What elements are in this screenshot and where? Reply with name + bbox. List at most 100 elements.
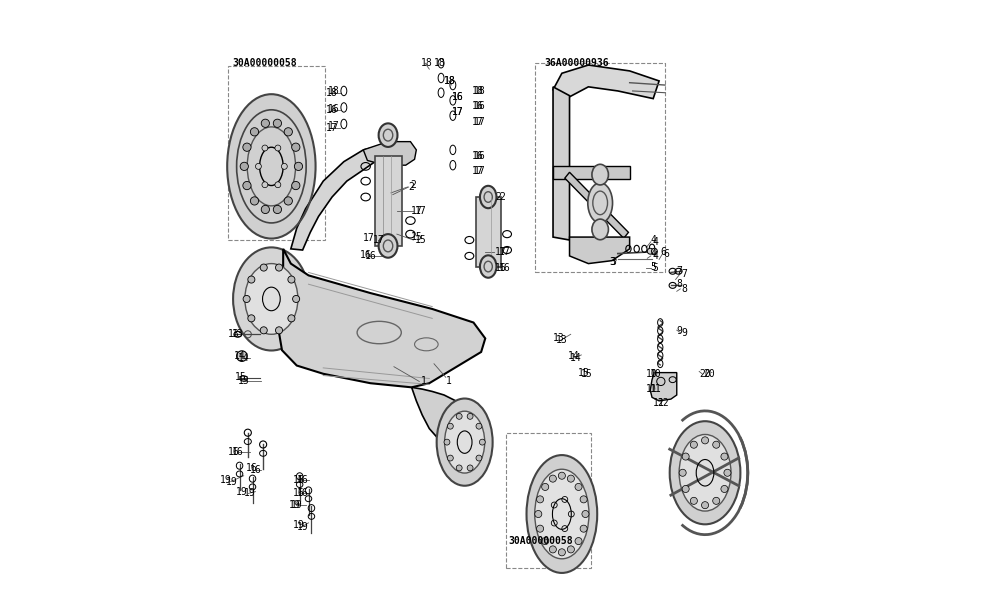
Ellipse shape	[480, 186, 496, 208]
Text: 17: 17	[328, 121, 340, 131]
Circle shape	[275, 182, 281, 188]
Polygon shape	[553, 87, 570, 240]
Circle shape	[721, 453, 728, 460]
Text: 14: 14	[238, 353, 250, 363]
Circle shape	[657, 377, 665, 385]
Text: 15: 15	[581, 369, 593, 379]
Circle shape	[476, 455, 482, 461]
Text: 3: 3	[611, 257, 617, 267]
Text: 4: 4	[652, 237, 658, 247]
Circle shape	[651, 248, 657, 254]
Text: 2: 2	[499, 192, 505, 202]
Circle shape	[580, 496, 587, 503]
Circle shape	[243, 295, 250, 303]
Text: 9: 9	[681, 327, 687, 337]
Polygon shape	[570, 237, 630, 263]
Circle shape	[292, 181, 300, 189]
Ellipse shape	[679, 435, 731, 511]
Ellipse shape	[592, 219, 608, 240]
Text: 8: 8	[681, 284, 687, 294]
Text: 18: 18	[326, 88, 338, 98]
Ellipse shape	[592, 165, 608, 185]
Polygon shape	[412, 387, 476, 445]
Text: 3: 3	[609, 257, 615, 267]
Text: 4: 4	[650, 249, 656, 259]
Circle shape	[721, 485, 728, 493]
Text: 16: 16	[250, 465, 261, 475]
Ellipse shape	[527, 455, 597, 573]
Circle shape	[542, 484, 549, 490]
Text: 16: 16	[472, 151, 483, 161]
Circle shape	[288, 276, 295, 283]
Circle shape	[713, 497, 720, 504]
Text: 16: 16	[293, 475, 304, 485]
Circle shape	[248, 315, 255, 322]
Circle shape	[679, 469, 686, 477]
Bar	[535, 63, 665, 272]
Text: 7: 7	[677, 266, 683, 276]
Circle shape	[273, 119, 282, 127]
Text: 10: 10	[650, 369, 662, 379]
Text: 18: 18	[444, 76, 456, 86]
Text: 4: 4	[650, 235, 656, 245]
Text: 17: 17	[473, 117, 485, 127]
Text: 17: 17	[473, 166, 485, 176]
Polygon shape	[553, 65, 659, 99]
Circle shape	[702, 501, 709, 509]
Ellipse shape	[227, 94, 316, 239]
Circle shape	[294, 162, 303, 170]
Circle shape	[682, 485, 689, 493]
Circle shape	[261, 205, 269, 214]
Circle shape	[262, 145, 268, 151]
Text: 30A00000058: 30A00000058	[509, 536, 573, 545]
Circle shape	[575, 484, 582, 490]
Text: 11: 11	[646, 384, 658, 394]
Circle shape	[261, 119, 269, 127]
Polygon shape	[565, 172, 628, 238]
Circle shape	[580, 525, 587, 532]
Circle shape	[713, 441, 720, 448]
Text: 1: 1	[420, 377, 426, 387]
Ellipse shape	[437, 398, 493, 485]
Text: 17: 17	[499, 247, 511, 257]
Circle shape	[243, 181, 251, 189]
Circle shape	[237, 351, 247, 361]
Text: 17: 17	[472, 117, 483, 127]
Text: 19: 19	[226, 477, 238, 487]
Text: 10: 10	[646, 369, 658, 379]
Text: 15: 15	[235, 372, 247, 382]
Circle shape	[467, 413, 473, 419]
Text: 9: 9	[677, 326, 683, 336]
Circle shape	[275, 327, 283, 334]
Circle shape	[456, 413, 462, 419]
Circle shape	[444, 439, 450, 445]
Text: 6: 6	[664, 249, 670, 259]
Circle shape	[575, 538, 582, 545]
Circle shape	[248, 276, 255, 283]
Text: 13: 13	[553, 333, 565, 343]
Circle shape	[284, 197, 292, 205]
Text: 8: 8	[677, 279, 683, 289]
Text: 19: 19	[220, 475, 232, 485]
Text: 6: 6	[660, 247, 666, 257]
Circle shape	[260, 264, 267, 271]
Circle shape	[456, 465, 462, 471]
Text: 13: 13	[232, 329, 244, 339]
Circle shape	[702, 437, 709, 444]
Text: 16: 16	[473, 151, 485, 161]
Text: 17: 17	[495, 247, 507, 257]
Text: 16: 16	[360, 250, 372, 260]
Text: 5: 5	[650, 262, 656, 272]
Circle shape	[690, 441, 697, 448]
Circle shape	[542, 538, 549, 545]
Circle shape	[567, 546, 574, 553]
Text: 16: 16	[472, 101, 483, 111]
Circle shape	[275, 145, 281, 151]
Circle shape	[250, 197, 259, 205]
Circle shape	[250, 128, 259, 136]
Text: 4: 4	[652, 251, 658, 261]
Text: 2: 2	[410, 180, 416, 190]
Ellipse shape	[379, 234, 397, 258]
Text: 17: 17	[415, 205, 426, 215]
Text: 18: 18	[420, 58, 432, 68]
